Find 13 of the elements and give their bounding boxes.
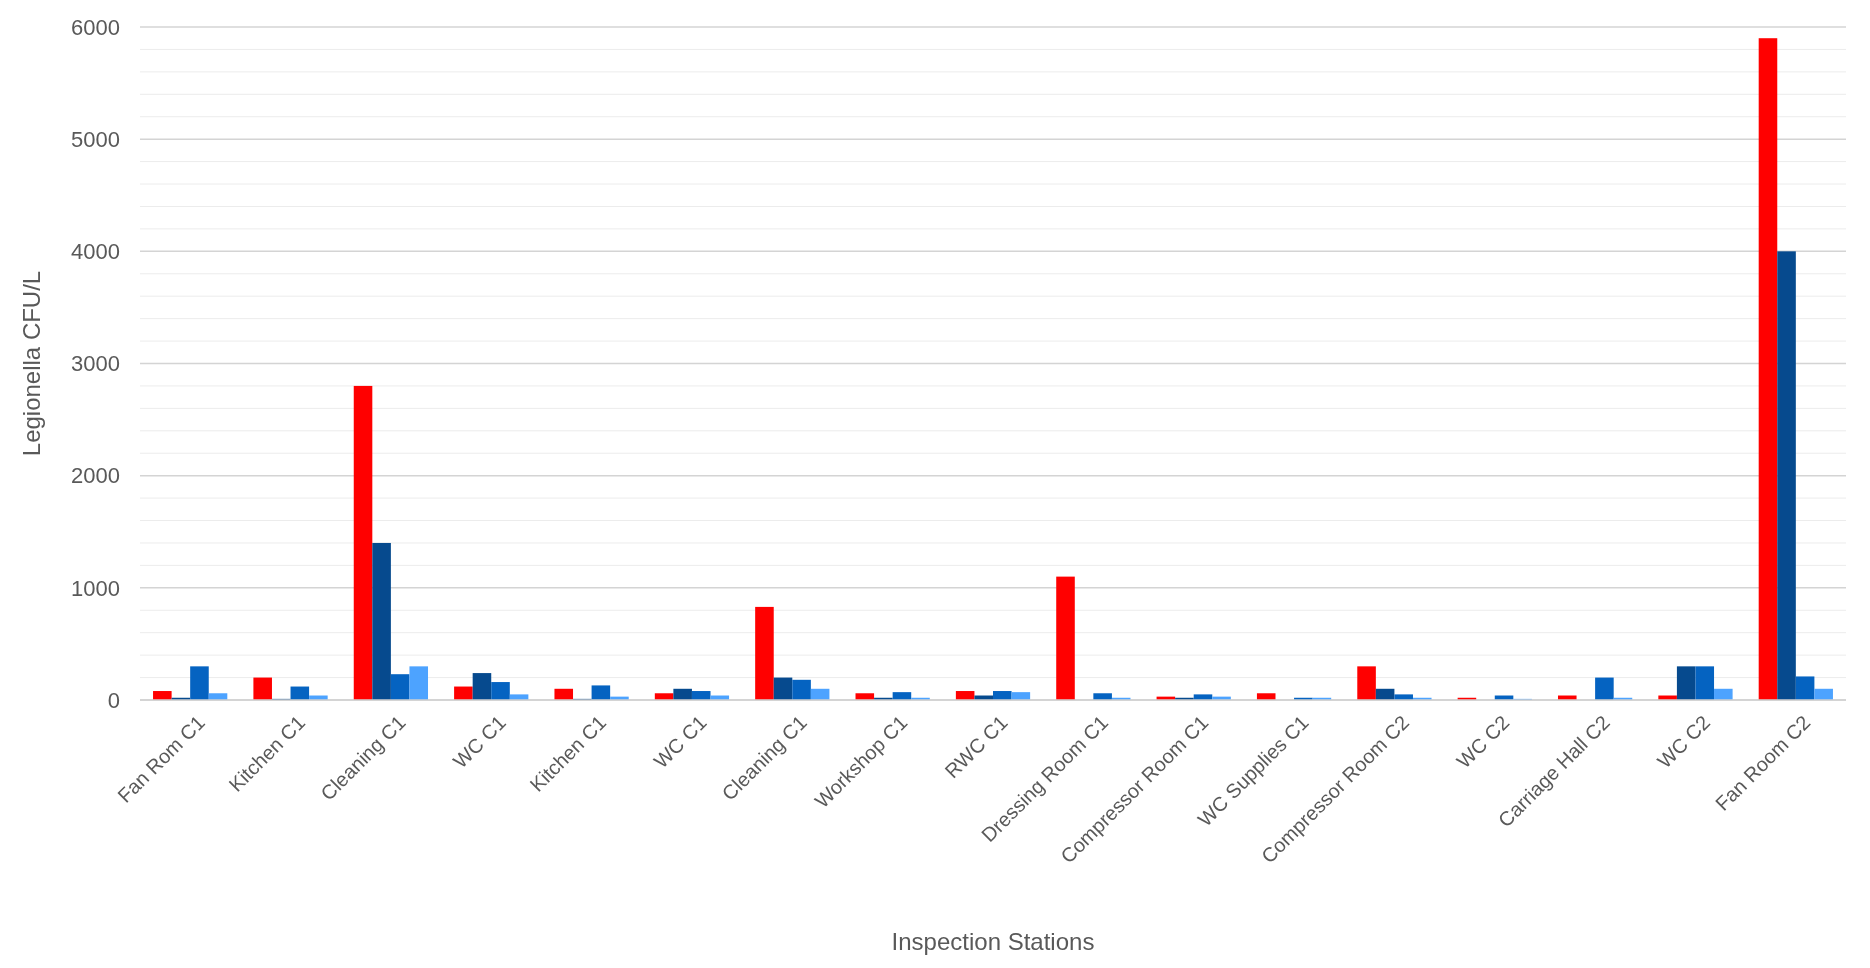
- x-tick-label: WC C1: [649, 711, 711, 773]
- y-tick-label: 1000: [71, 575, 120, 601]
- x-tick-label: WC C2: [1653, 711, 1715, 773]
- y-tick-label: 2000: [71, 463, 120, 489]
- y-tick-label: 5000: [71, 126, 120, 152]
- y-axis-title: Legionella CFU/L: [18, 270, 45, 457]
- x-axis-title: Inspection Stations: [891, 928, 1095, 955]
- x-tick-label: WC C1: [448, 711, 510, 773]
- y-tick-label: 0: [107, 687, 120, 713]
- y-tick-label: 4000: [71, 239, 120, 265]
- x-tick-label: WC C2: [1452, 711, 1514, 773]
- y-tick-label: 6000: [71, 14, 120, 40]
- y-tick-label: 3000: [71, 351, 120, 377]
